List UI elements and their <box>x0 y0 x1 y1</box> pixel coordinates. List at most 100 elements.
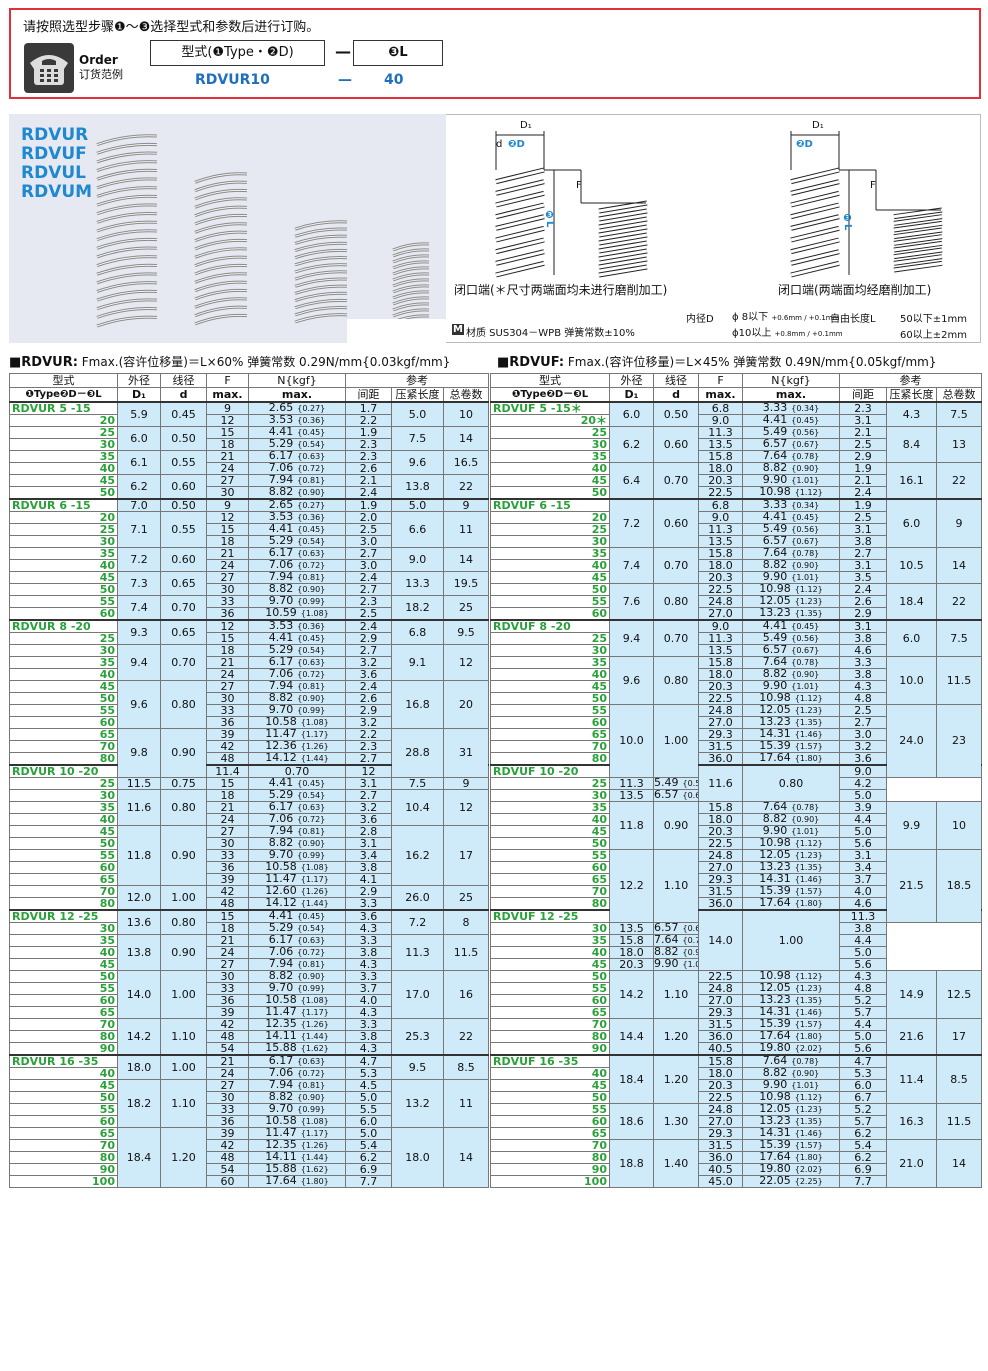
spring-coil-highlight <box>96 230 158 241</box>
wire-value: 0.60 <box>160 474 207 500</box>
length-value: 40 <box>9 462 118 475</box>
length-value: 100 <box>9 1175 118 1188</box>
od-value: 18.4 <box>117 1127 161 1188</box>
length-value: 25 <box>9 426 118 439</box>
phone-icon <box>24 43 74 93</box>
n-value: 10.98 {1.12} <box>742 583 840 596</box>
f-value: 18 <box>206 922 249 935</box>
n-value: 12.35 {1.26} <box>248 1139 346 1152</box>
header-f: F <box>206 373 249 388</box>
table-row: 70 31.5 15.39 {1.57} 3.2 <box>490 740 982 753</box>
table-row: RDVUR 8 -20 9.3 0.65 12 3.53 {0.36} 2.4 6.8 9.5 <box>9 619 490 645</box>
f-value: 36 <box>206 716 249 729</box>
spring-coil-highlight <box>194 264 248 275</box>
table-row: 65 29.3 14.31 {1.46} 6.2 <box>490 1127 982 1140</box>
od-value: 14.4 <box>609 1018 654 1056</box>
solid-length-value: 21.6 <box>886 1018 937 1056</box>
table-row: 40 24 7.06 {0.72} 3.6 <box>9 668 489 681</box>
spring-coil-highlight <box>294 242 348 252</box>
pitch-value: 2.7 <box>345 752 392 766</box>
f-value: 20.3 <box>698 1079 743 1092</box>
free-length-label: 自由长度L <box>830 314 876 325</box>
header-reference: 参考 <box>838 373 983 388</box>
length-value: 30 <box>9 644 118 657</box>
table-row: 25 11.3 5.49 {0.56} 3.8 <box>490 632 982 645</box>
solid-length-value: 13.3 <box>391 571 444 596</box>
part-number: RDVUR 6 -15 <box>9 498 118 512</box>
pitch-value: 2.9 <box>345 632 392 645</box>
wire-value: 0.80 <box>742 764 840 802</box>
pitch-value: 3.2 <box>839 740 887 753</box>
f-value: 15.8 <box>698 547 743 560</box>
total-coils-value: 22 <box>442 474 490 500</box>
pitch-value: 4.0 <box>345 994 392 1007</box>
table-row: RDVUF 16 -35 18.4 1.20 15.8 7.64 {0.78} 4.7 11.… <box>490 1054 983 1104</box>
total-coils-value: 14 <box>935 1139 983 1188</box>
table-row: 50 30 8.82 {0.90} 2.6 <box>9 692 489 705</box>
wire-value: 0.50 <box>160 426 207 451</box>
pitch-value: 6.2 <box>345 1151 392 1164</box>
solid-length-value: 7.5 <box>391 777 444 790</box>
total-coils-value: 11 <box>442 511 490 548</box>
spring-coil-highlight <box>96 178 158 189</box>
solid-length-value: 9.5 <box>391 1054 444 1080</box>
wire-value: 1.10 <box>653 970 699 1019</box>
table-row: 80 36.0 17.64 {1.80} 6.2 <box>490 1151 982 1164</box>
od-value: 9.3 <box>117 619 161 645</box>
f-value: 18 <box>206 789 249 802</box>
n-value: 6.57{0.67} <box>653 789 699 802</box>
f-value: 27.0 <box>698 1115 743 1128</box>
f-value: 9 <box>206 401 249 415</box>
spring-coil-highlight <box>294 264 348 273</box>
spring-coil-highlight <box>294 235 348 244</box>
pitch-value: 2.6 <box>839 595 887 608</box>
n-value: 13.23 {1.35} <box>742 607 840 621</box>
total-coils-value: 20 <box>442 680 490 729</box>
total-coils-value: 16.5 <box>442 450 490 475</box>
length-value: 60 <box>490 1115 610 1128</box>
material-icon: M <box>452 324 464 335</box>
pitch-value: 2.5 <box>345 523 392 536</box>
length-value: 35 <box>9 656 118 669</box>
od-value: 14.0 <box>698 909 743 971</box>
table-row: RDVUF 6 -15 7.2 0.60 6.8 3.33 {0.34} 1.9 6.0 9 <box>490 498 983 548</box>
solid-length-value: 16.3 <box>886 1103 937 1140</box>
solid-length-value: 8.4 <box>886 426 937 463</box>
table-row: 60 36 10.59 {1.08} 2.5 <box>9 607 489 621</box>
f-value: 11.3 <box>698 632 743 645</box>
length-value: 55 <box>9 849 118 862</box>
l-label-right: ❸L <box>842 213 853 231</box>
n-value: 11.47 {1.17} <box>248 873 346 886</box>
length-value: 80 <box>490 752 610 766</box>
wire-value: 1.30 <box>653 1103 699 1140</box>
n-value: 7.06 {0.72} <box>248 668 346 681</box>
n-value: 7.06 {0.72} <box>248 559 346 572</box>
n-value: 22.05 {2.25} <box>742 1175 840 1188</box>
length-value: 40 <box>9 946 118 959</box>
wire-value: 0.70 <box>160 595 207 621</box>
header-type: 型式 <box>490 373 610 388</box>
length-value: 60 <box>9 994 118 1007</box>
pitch-value: 3.2 <box>345 656 392 669</box>
spring-coil-highlight <box>194 231 248 242</box>
od-value: 7.4 <box>117 595 161 621</box>
pitch-value: 3.6 <box>345 909 392 923</box>
wire-value: 0.50 <box>160 498 207 512</box>
l-label-left: ❸L <box>544 210 555 228</box>
wire-value: 0.75 <box>160 777 207 790</box>
f-value: 30 <box>206 970 249 983</box>
solid-length-value: 14.9 <box>886 970 937 1019</box>
n-value: 5.49{0.56} <box>742 632 840 645</box>
n-value: 12.05 {1.23} <box>742 595 840 608</box>
spring-coil-highlight <box>392 249 430 257</box>
od-value: 10.0 <box>609 704 654 778</box>
length-value: 20＊ <box>490 414 610 427</box>
length-value: 60 <box>9 1115 118 1128</box>
n-value: 9.90{1.01} <box>742 680 840 693</box>
length-value: 60 <box>490 716 610 729</box>
pitch-value: 2.7 <box>345 583 392 596</box>
header2-4: max. <box>742 387 840 403</box>
total-coils-value: 17 <box>442 825 490 886</box>
header2-6: 压紧长度 <box>886 387 937 403</box>
